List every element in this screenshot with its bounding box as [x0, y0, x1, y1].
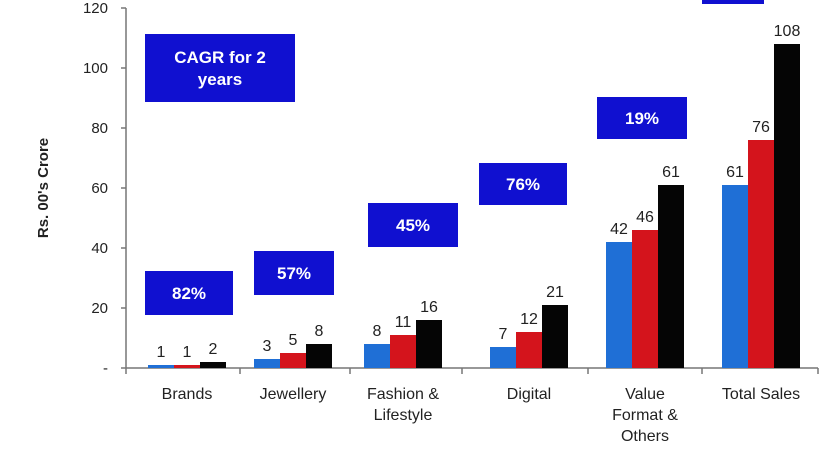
bar: [306, 344, 332, 368]
x-category-label: Total Sales: [722, 386, 800, 403]
x-category-label: Format &: [612, 407, 678, 424]
cagr-label: 57%: [277, 264, 311, 283]
x-category-label: Value: [625, 386, 665, 403]
x-category-label: Digital: [507, 386, 551, 403]
y-tick-label: 120: [83, 0, 108, 17]
data-label: 61: [662, 164, 680, 181]
data-label: 1: [157, 344, 166, 361]
cagr-label: 76%: [506, 175, 540, 194]
bar: [174, 365, 200, 368]
cagr-box: [597, 97, 687, 139]
data-label: 46: [636, 209, 654, 226]
data-label: 7: [499, 326, 508, 343]
bar: [722, 185, 748, 368]
data-label: 2: [209, 341, 218, 358]
data-label: 108: [774, 23, 801, 40]
bar: [200, 362, 226, 368]
cagr-label: 19%: [625, 109, 659, 128]
x-category-label: Lifestyle: [374, 407, 433, 424]
cagr-label: CAGR for 2: [174, 48, 266, 67]
data-label: 11: [395, 314, 412, 331]
cagr-box: [479, 163, 567, 205]
bar: [490, 347, 516, 368]
cagr-box: [254, 251, 334, 295]
y-tick-label: 20: [91, 300, 108, 317]
bar: [606, 242, 632, 368]
cagr-label: 45%: [396, 216, 430, 235]
bar: [748, 140, 774, 368]
y-tick-label: 40: [91, 240, 108, 257]
data-label: 8: [373, 323, 382, 340]
bar: [416, 320, 442, 368]
data-label: 3: [263, 338, 272, 355]
cagr-box: [145, 34, 295, 102]
bar: [542, 305, 568, 368]
data-label: 61: [726, 164, 744, 181]
y-tick-label: 60: [91, 180, 108, 197]
x-category-label: Fashion &: [367, 386, 439, 403]
bar: [148, 365, 174, 368]
data-label: 76: [752, 119, 770, 136]
cagr-box: [368, 203, 458, 247]
bar: [658, 185, 684, 368]
bar: [254, 359, 280, 368]
y-tick-label: -: [103, 360, 108, 377]
bar: [390, 335, 416, 368]
y-tick-label: 80: [91, 120, 108, 137]
cagr-label: years: [198, 70, 242, 89]
bar: [632, 230, 658, 368]
cagr-box: [702, 0, 764, 4]
data-label: 16: [420, 299, 438, 316]
bar: [364, 344, 390, 368]
data-label: 8: [315, 323, 324, 340]
data-label: 1: [183, 344, 192, 361]
cagr-box: [145, 271, 233, 315]
bar: [516, 332, 542, 368]
y-axis-label: Rs. 00's Crore: [35, 138, 52, 238]
x-category-label: Jewellery: [260, 386, 327, 403]
x-category-label: Others: [621, 428, 669, 445]
bar: [280, 353, 306, 368]
data-label: 5: [289, 332, 298, 349]
data-label: 42: [610, 221, 628, 238]
y-tick-label: 100: [83, 60, 108, 77]
cagr-label: 82%: [172, 284, 206, 303]
data-label: 21: [546, 284, 564, 301]
x-category-label: Brands: [162, 386, 213, 403]
data-label: 12: [520, 311, 538, 328]
bar: [774, 44, 800, 368]
